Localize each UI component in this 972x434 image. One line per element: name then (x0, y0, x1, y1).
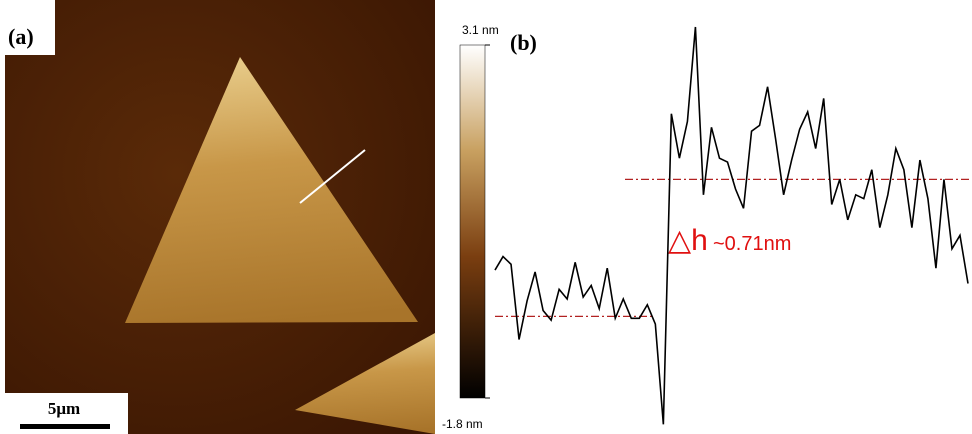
figure: (a) 5μm 3.1 nm -1.8 nm (b) △h ~0.71nm (0, 0, 972, 434)
step-text: ~0.71nm (713, 233, 791, 255)
profile (495, 27, 968, 424)
colorbar-max: 3.1 nm (462, 23, 499, 37)
panel-label: (b) (510, 30, 537, 55)
step-symbol: △h (668, 224, 708, 257)
scale-label: 5μm (48, 399, 80, 418)
panel-label: (a) (8, 24, 34, 49)
colorbar (460, 45, 485, 398)
colorbar-min: -1.8 nm (442, 417, 483, 431)
scale-bar (20, 424, 110, 429)
afm-image: (a) 5μm (0, 0, 435, 434)
